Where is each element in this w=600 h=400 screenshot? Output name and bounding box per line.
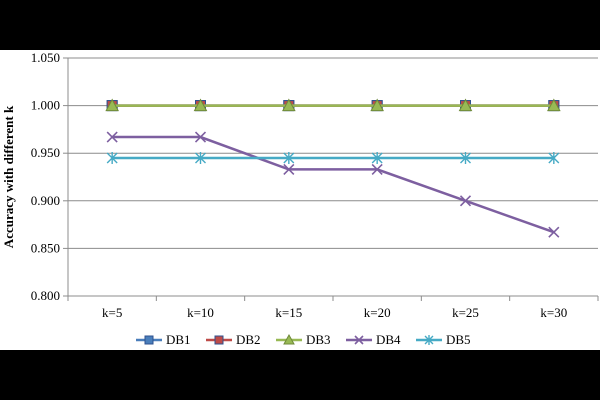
x-tick-label: k=20	[364, 305, 391, 320]
y-axis-label: Accuracy with different k	[1, 105, 16, 248]
data-point	[193, 98, 208, 112]
data-point	[214, 335, 224, 345]
data-point	[354, 335, 364, 345]
y-tick-label: 0.950	[31, 145, 60, 160]
legend-item-db4: DB4	[346, 332, 401, 347]
data-point	[283, 163, 295, 175]
data-point	[195, 151, 206, 164]
data-point	[144, 335, 154, 345]
y-tick-label: 1.000	[31, 98, 60, 113]
data-point	[548, 226, 560, 238]
x-tick-label: k=25	[452, 305, 479, 320]
data-point	[371, 151, 383, 164]
chart-frame: 0.800 0.850 0.900 0.950 1.000 1.050 k=5 k=10 k=…	[0, 50, 600, 350]
series-db3	[105, 98, 561, 112]
legend-label: DB2	[236, 332, 261, 347]
x-tick-label: k=15	[275, 305, 302, 320]
data-point	[194, 131, 207, 143]
x-tick-label: k=5	[102, 305, 122, 320]
legend-label: DB5	[446, 332, 471, 347]
series-line	[112, 135, 555, 234]
legend-item-db5: DB5	[416, 332, 471, 347]
data-point	[281, 98, 296, 112]
x-axis: k=5 k=10 k=15 k=20 k=25 k=30	[67, 295, 599, 320]
legend-item-db3: DB3	[276, 332, 331, 347]
data-point	[106, 131, 118, 143]
data-point	[424, 335, 434, 345]
legend-item-db1: DB1	[136, 332, 191, 347]
legend-label: DB4	[376, 332, 401, 347]
series-db5	[106, 151, 560, 164]
x-tick-label: k=30	[540, 305, 567, 320]
x-tick-label: k=10	[187, 305, 214, 320]
legend-item-db2: DB2	[206, 332, 261, 347]
data-point	[458, 98, 473, 112]
data-point	[283, 333, 295, 345]
data-point	[105, 98, 120, 112]
data-point	[548, 151, 560, 164]
data-point	[370, 98, 385, 112]
data-point	[283, 151, 295, 164]
legend-label: DB1	[166, 332, 191, 347]
data-point	[546, 98, 561, 112]
y-tick-label: 0.850	[31, 240, 60, 255]
data-point	[460, 151, 471, 164]
data-point	[371, 163, 383, 175]
legend: DB1 DB2 DB3 DB4 DB5	[136, 332, 471, 347]
y-axis: 0.800 0.850 0.900 0.950 1.000 1.050	[31, 50, 69, 303]
series-db4	[106, 131, 560, 238]
y-tick-label: 1.050	[31, 50, 60, 65]
y-tick-label: 0.900	[31, 193, 60, 208]
legend-label: DB3	[306, 332, 331, 347]
y-tick-label: 0.800	[31, 288, 60, 303]
data-point	[459, 195, 472, 207]
grid-lines	[68, 57, 598, 297]
series-group	[105, 98, 561, 238]
data-point	[106, 151, 118, 164]
